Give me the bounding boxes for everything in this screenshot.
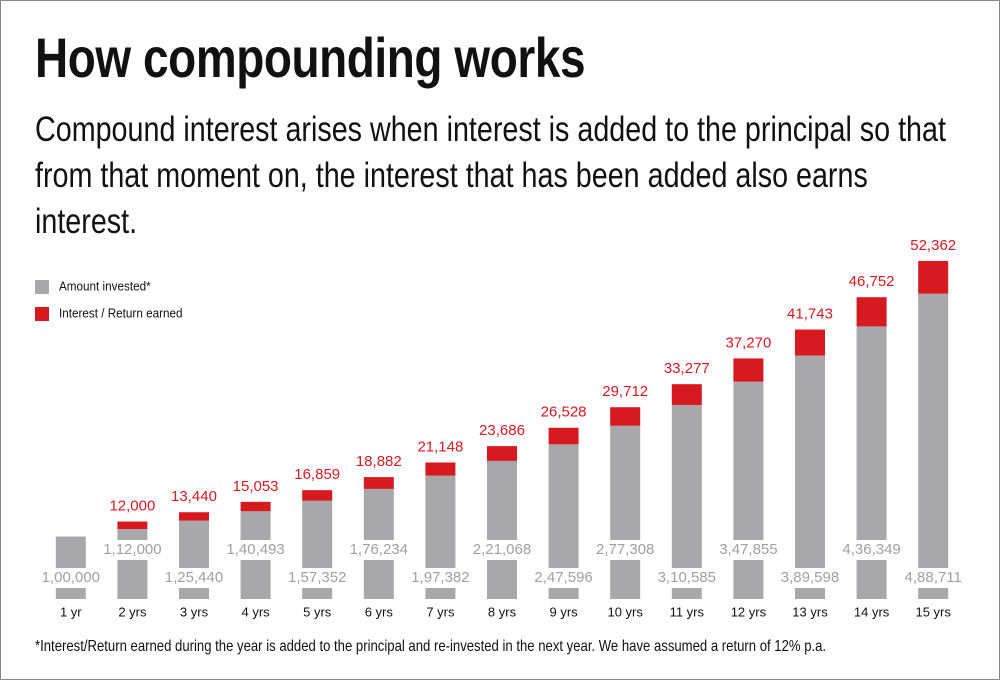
value-label: 15,053 [233, 478, 279, 495]
bar-interest [856, 297, 887, 327]
value-label: 46,752 [849, 273, 895, 290]
value-label: 16,859 [294, 466, 340, 483]
x-tick-label: 9 yrs [550, 604, 579, 619]
label-backing [717, 540, 780, 560]
x-tick-label: 10 yrs [607, 604, 643, 619]
bar-interest [425, 462, 456, 476]
bar-invested [55, 536, 86, 599]
value-label: 29,712 [602, 383, 648, 400]
value-label: 2,47,596 [534, 569, 592, 586]
bar-invested [733, 381, 764, 599]
value-label: 2,21,068 [473, 541, 531, 558]
bar-interest [795, 329, 825, 356]
label-backing [101, 540, 164, 560]
label-backing [840, 540, 903, 560]
bar-invested [487, 460, 517, 599]
chart-title: How compounding works [35, 26, 586, 89]
label-backing [779, 568, 841, 588]
value-label: 3,10,585 [658, 569, 716, 586]
value-label: 23,686 [479, 422, 525, 439]
bar-interest [918, 261, 949, 294]
label-backing [224, 540, 287, 560]
label-backing [409, 568, 472, 588]
bar-invested [117, 529, 148, 599]
x-tick-label: 13 yrs [792, 604, 828, 619]
value-label: 13,440 [171, 488, 217, 505]
bar-invested [795, 355, 825, 599]
label-backing [532, 568, 595, 588]
value-label: 33,277 [664, 360, 710, 377]
value-label: 37,270 [725, 334, 771, 351]
x-tick-label: 14 yrs [854, 604, 890, 619]
x-tick-label: 8 yrs [488, 604, 517, 619]
label-backing [347, 540, 410, 560]
x-tick-label: 3 yrs [180, 604, 209, 619]
x-tick-label: 1 yr [60, 604, 82, 619]
value-label: 52,362 [910, 237, 956, 254]
x-tick-label: 6 yrs [365, 604, 394, 619]
bar-interest [610, 407, 641, 426]
value-label: 21,148 [417, 438, 463, 455]
chart-subtitle: Compound interest arises when interest i… [35, 110, 946, 241]
label-backing [471, 540, 533, 560]
legend-label: Amount invested* [59, 279, 151, 294]
x-tick-label: 12 yrs [731, 604, 767, 619]
value-label: 2,77,308 [596, 541, 654, 558]
value-label: 3,47,855 [719, 541, 777, 558]
x-tick-label: 7 yrs [426, 604, 455, 619]
bar-interest [302, 490, 333, 501]
bar-interest [548, 427, 579, 445]
label-backing [655, 568, 718, 588]
x-tick-label: 11 yrs [670, 604, 705, 619]
value-label: 26,528 [541, 404, 587, 421]
value-label: 3,89,598 [781, 569, 839, 586]
bar-interest [179, 512, 209, 521]
label-backing [594, 540, 657, 560]
value-label: 18,882 [356, 453, 402, 470]
legend-label: Interest / Return earned [59, 306, 183, 321]
value-label: 12,000 [109, 498, 155, 515]
bar-interest [117, 521, 148, 530]
label-backing [902, 568, 965, 588]
footnote: *Interest/Return earned during the year … [35, 638, 827, 655]
x-tick-label: 2 yrs [118, 604, 147, 619]
bar-interest [240, 501, 271, 512]
label-backing [286, 568, 349, 588]
value-label: 1,40,493 [226, 541, 284, 558]
legend-swatch [35, 307, 49, 321]
bar-invested [918, 293, 949, 599]
value-label: 4,36,349 [842, 541, 900, 558]
x-tick-label: 5 yrs [303, 604, 332, 619]
bar-interest [733, 358, 764, 382]
value-label: 1,97,382 [411, 569, 469, 586]
label-backing [163, 568, 225, 588]
value-label: 1,76,234 [350, 541, 408, 558]
bar-invested [671, 404, 702, 599]
x-tick-label: 15 yrs [915, 604, 951, 619]
x-tick-label: 4 yrs [242, 604, 271, 619]
legend-swatch [35, 280, 49, 294]
bar-interest [487, 446, 517, 461]
value-label: 1,12,000 [103, 541, 161, 558]
value-label: 1,57,352 [288, 569, 346, 586]
bar-invested [610, 425, 641, 599]
bar-interest [671, 384, 702, 405]
value-label: 4,88,711 [905, 569, 962, 586]
value-label: 1,00,000 [42, 569, 100, 586]
label-backing [39, 568, 102, 588]
bar-interest [363, 477, 394, 489]
value-label: 1,25,440 [165, 569, 223, 586]
value-label: 41,743 [787, 306, 833, 323]
